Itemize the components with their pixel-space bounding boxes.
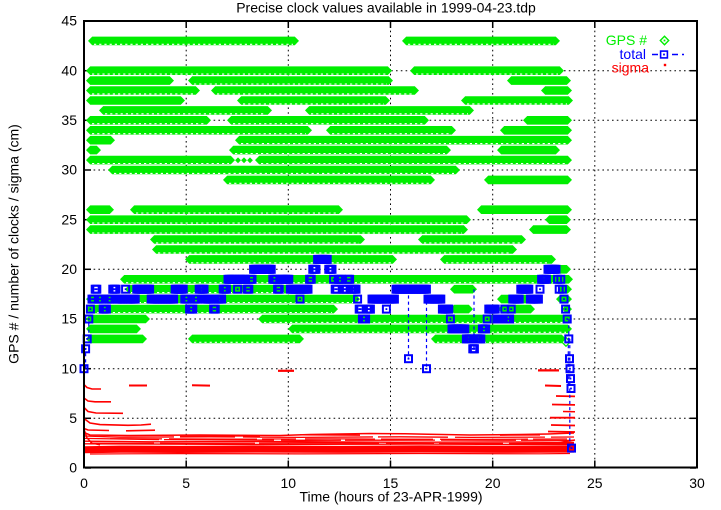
svg-text:40: 40 <box>61 62 77 78</box>
svg-text:total: total <box>620 46 646 62</box>
svg-text:GPS # / number of clocks / sig: GPS # / number of clocks / sigma (cm) <box>6 124 22 364</box>
svg-text:GPS #: GPS # <box>606 32 647 48</box>
svg-text:0: 0 <box>69 460 77 476</box>
svg-text:25: 25 <box>587 475 603 491</box>
svg-text:sigma: sigma <box>612 60 650 76</box>
svg-text:10: 10 <box>281 475 297 491</box>
svg-text:30: 30 <box>61 162 77 178</box>
svg-text:25: 25 <box>61 211 77 227</box>
svg-text:5: 5 <box>182 475 190 491</box>
svg-text:35: 35 <box>61 112 77 128</box>
svg-text:Time (hours of 23-APR-1999): Time (hours of 23-APR-1999) <box>299 488 482 504</box>
svg-text:10: 10 <box>61 360 77 376</box>
svg-text:0: 0 <box>80 475 88 491</box>
svg-text:30: 30 <box>689 475 705 491</box>
svg-text:15: 15 <box>383 475 399 491</box>
svg-text:5: 5 <box>69 410 77 426</box>
svg-text:45: 45 <box>61 13 77 29</box>
svg-text:15: 15 <box>61 311 77 327</box>
svg-text:20: 20 <box>61 261 77 277</box>
svg-text:20: 20 <box>485 475 501 491</box>
svg-text:Precise clock values available: Precise clock values available in 1999-0… <box>236 0 536 15</box>
